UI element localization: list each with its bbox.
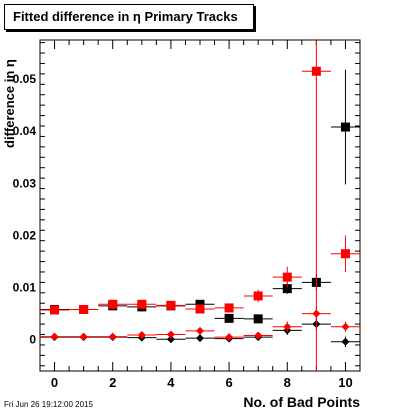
data-point-diamond <box>79 332 88 341</box>
data-point-square <box>108 299 118 309</box>
x-axis-tick-label: 8 <box>284 375 291 390</box>
x-axis-label: No. of Bad Points <box>243 394 360 410</box>
y-axis-tick-label: 0.04 <box>13 124 37 138</box>
data-point-square <box>340 122 350 132</box>
x-axis-tick-label: 10 <box>338 375 352 390</box>
y-axis-label: difference in η <box>2 59 17 148</box>
x-axis-tick-label: 0 <box>51 375 58 390</box>
data-point-square <box>50 305 60 315</box>
data-point-diamond <box>137 331 146 340</box>
data-point-square <box>311 66 321 76</box>
plot-frame <box>39 39 361 372</box>
data-point-square <box>224 303 234 313</box>
data-point-square <box>195 304 205 314</box>
data-point-square <box>195 299 205 309</box>
chart-title: Fitted difference in η Primary Tracks <box>4 4 254 30</box>
data-point-square <box>79 304 89 314</box>
data-point-diamond <box>166 330 175 339</box>
data-point-diamond <box>283 322 292 331</box>
x-axis-tick-label: 6 <box>225 375 232 390</box>
data-point-diamond <box>196 326 204 335</box>
data-point-square <box>253 314 263 324</box>
data-point-diamond <box>108 332 117 341</box>
data-point-square <box>137 299 147 309</box>
data-point-diamond <box>225 333 234 342</box>
y-axis-tick-label: 0.05 <box>13 72 37 86</box>
data-point-diamond <box>341 322 350 331</box>
x-axis-tick-label: 4 <box>167 375 175 390</box>
y-axis-tick-label: 0 <box>29 333 36 347</box>
data-point-diamond <box>312 309 321 318</box>
data-point-square <box>253 291 263 301</box>
data-point-square <box>282 284 292 294</box>
data-point-diamond <box>166 335 175 344</box>
data-point-square <box>166 300 176 310</box>
data-point-diamond <box>254 331 263 340</box>
y-axis-tick-label: 0.03 <box>13 176 37 190</box>
data-point-diamond <box>50 332 59 341</box>
data-point-diamond <box>196 334 204 343</box>
x-axis-tick-label: 2 <box>109 375 116 390</box>
data-point-square <box>224 313 234 323</box>
y-axis-tick-label: 0.02 <box>13 228 37 242</box>
datestamp: Fri Jun 26 19:12:00 2015 <box>4 400 93 409</box>
data-point-square <box>340 249 350 259</box>
plot-area: 0 2 4 6 8 10 0 0.01 0.02 0.03 0.04 0.05 <box>13 39 361 390</box>
data-point-square <box>282 272 292 282</box>
data-point-diamond <box>341 337 350 346</box>
y-axis-tick-label: 0.01 <box>13 281 37 295</box>
